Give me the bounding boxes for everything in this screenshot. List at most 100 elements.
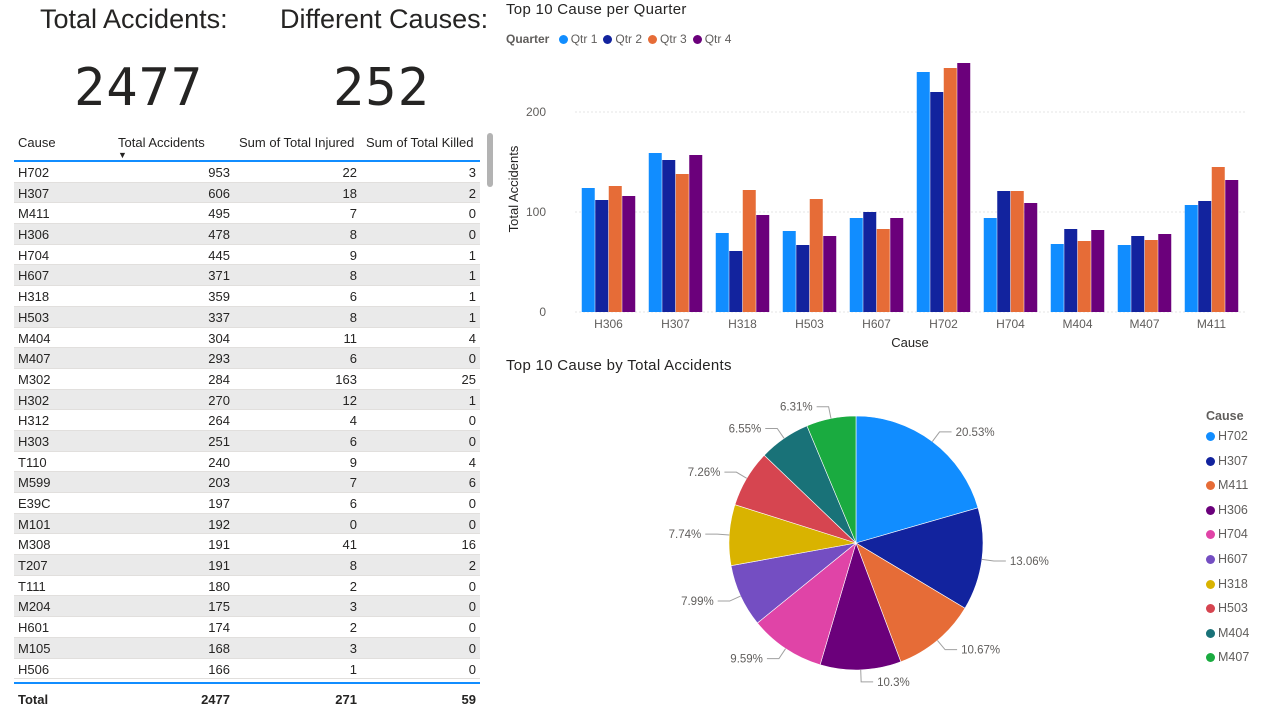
- table-scrollbar[interactable]: [487, 133, 493, 187]
- legend-item-h503[interactable]: H503: [1206, 601, 1249, 626]
- table-row[interactable]: M302 284 163 25: [14, 369, 480, 390]
- legend-label: H607: [1218, 551, 1248, 566]
- column-header-total-accidents[interactable]: Total Accidents: [118, 135, 205, 150]
- legend-item-qtr-4[interactable]: Qtr 4: [692, 32, 732, 46]
- table-row[interactable]: H307 606 18 2: [14, 182, 480, 204]
- pie-slice-h306: [819, 542, 902, 671]
- cell-total-killed: 4: [468, 454, 476, 470]
- bar-H307-qtr-3: [675, 174, 689, 312]
- cell-total-accidents: 203: [208, 475, 230, 491]
- table-row[interactable]: H601 174 2 0: [14, 617, 480, 638]
- legend-item-h306[interactable]: H306: [1206, 503, 1249, 528]
- legend-item-h607[interactable]: H607: [1206, 552, 1249, 577]
- legend-item-h704[interactable]: H704: [1206, 527, 1249, 552]
- cell-total-injured: 6: [349, 289, 357, 305]
- legend-item-h307[interactable]: H307: [1206, 454, 1249, 479]
- table-row[interactable]: H318 359 6 1: [14, 286, 480, 307]
- kpi-different-causes-label: Different Causes:: [280, 4, 489, 34]
- legend-item-qtr-2[interactable]: Qtr 2: [603, 32, 642, 46]
- bar-H503-qtr-2: [796, 245, 810, 312]
- table-row[interactable]: M204 175 3 0: [14, 596, 480, 618]
- table-header: Cause Total Accidents ▼ Sum of Total Inj…: [14, 133, 480, 162]
- data-label: 7.99%: [681, 596, 714, 608]
- column-header-total-killed[interactable]: Sum of Total Killed: [366, 135, 474, 150]
- legend-item-qtr-3[interactable]: Qtr 3: [648, 32, 687, 46]
- sort-descending-icon[interactable]: ▼: [118, 150, 127, 160]
- cell-total-accidents: 251: [208, 433, 230, 449]
- cell-cause: H506: [18, 661, 50, 677]
- bar-chart: 0 100 200 H306 H307 H318 H503 H607 H702 H704 M404 M…: [506, 63, 1245, 350]
- cell-total-killed: 0: [468, 516, 476, 532]
- table-row[interactable]: M411 495 7 0: [14, 203, 480, 225]
- table-row[interactable]: M101 192 0 0: [14, 513, 480, 535]
- cell-total-accidents: 478: [208, 227, 230, 243]
- table-row[interactable]: H506 166 1 0: [14, 659, 480, 680]
- legend-label: Qtr 3: [660, 32, 687, 46]
- cause-table[interactable]: Cause Total Accidents ▼ Sum of Total Inj…: [14, 133, 480, 713]
- cell-cause: E39C: [18, 496, 51, 511]
- legend-item-m407[interactable]: M407: [1206, 650, 1249, 675]
- cell-total-accidents: 264: [208, 413, 230, 429]
- column-header-cause[interactable]: Cause: [18, 135, 56, 150]
- x-tick-label: H306: [594, 317, 623, 331]
- bar-chart-legend: Quarter Qtr 1 Qtr 2 Qtr 3 Qtr 4: [506, 32, 731, 46]
- bar-H306-qtr-3: [608, 186, 622, 312]
- y-tick-label: 0: [539, 305, 546, 319]
- table-row[interactable]: H303 251 6 0: [14, 430, 480, 452]
- cell-total-killed: 0: [468, 620, 476, 636]
- cell-cause: M404: [18, 330, 51, 346]
- bar-H607-qtr-1: [849, 218, 863, 312]
- leader-line: [816, 406, 832, 419]
- table-row[interactable]: M407 293 6 0: [14, 348, 480, 369]
- legend-item-m411[interactable]: M411: [1206, 478, 1249, 503]
- legend-label: M407: [1218, 650, 1250, 665]
- column-header-total-injured[interactable]: Sum of Total Injured: [239, 135, 355, 150]
- legend-label: H503: [1218, 601, 1248, 616]
- cell-cause: M204: [18, 599, 51, 615]
- data-label: 7.74%: [669, 529, 702, 541]
- table-row[interactable]: H306 478 8 0: [14, 224, 480, 245]
- table-row[interactable]: H702 953 22 3: [14, 162, 480, 183]
- cell-total-killed: 3: [468, 165, 476, 180]
- table-row[interactable]: M599 203 7 6: [14, 472, 480, 493]
- legend-label: Qtr 2: [615, 32, 643, 46]
- legend-dot-icon: [1206, 456, 1215, 466]
- table-row[interactable]: T110 240 9 4: [14, 452, 480, 473]
- cell-cause: H306: [18, 227, 50, 243]
- legend-item-qtr-1[interactable]: Qtr 1: [558, 32, 597, 46]
- legend-dot-icon: [1206, 530, 1215, 540]
- x-tick-label: H702: [929, 317, 958, 331]
- cell-cause: H704: [18, 247, 50, 263]
- legend-item-m404[interactable]: M404: [1206, 626, 1249, 651]
- table-row[interactable]: T111 180 2 0: [14, 576, 480, 597]
- legend-item-h702[interactable]: H702: [1206, 429, 1249, 454]
- table-row[interactable]: T207 191 8 2: [14, 555, 480, 576]
- cell-cause: H307: [18, 185, 50, 201]
- cell-cause: M308: [18, 537, 51, 553]
- table-body: H702 953 22 3 H307 606 18 2 M411 495 7 0 H306 478 8 0 H7…: [14, 162, 480, 680]
- legend-label: Qtr 4: [704, 32, 732, 46]
- cell-total-killed: 0: [468, 640, 476, 656]
- cell-total-accidents: 180: [208, 578, 230, 594]
- table-row[interactable]: H302 270 12 1: [14, 389, 480, 411]
- legend-item-h318[interactable]: H318: [1206, 577, 1249, 602]
- cell-total-injured: 8: [349, 309, 357, 325]
- table-row[interactable]: H704 445 9 1: [14, 245, 480, 266]
- table-row[interactable]: H312 264 4 0: [14, 410, 480, 431]
- cell-total-killed: 1: [468, 247, 476, 263]
- cell-total-injured: 11: [343, 330, 358, 346]
- data-label: 20.53%: [956, 427, 995, 439]
- table-row[interactable]: M105 168 3 0: [14, 637, 480, 659]
- bar-H503-qtr-4: [823, 236, 837, 312]
- bar-H702-qtr-3: [943, 68, 957, 312]
- table-row[interactable]: M308 191 41 16: [14, 534, 480, 556]
- table-row[interactable]: E39C 197 6 0: [14, 493, 480, 514]
- table-row[interactable]: M404 304 11 4: [14, 328, 480, 349]
- table-row[interactable]: H607 371 8 1: [14, 265, 480, 287]
- legend-dot-icon: [1206, 653, 1215, 663]
- table-row[interactable]: H503 337 8 1: [14, 306, 480, 328]
- cell-cause: M407: [18, 351, 51, 367]
- legend-label: H307: [1218, 453, 1248, 468]
- cell-total-accidents: 495: [208, 206, 230, 222]
- cell-total-injured: 3: [349, 599, 357, 615]
